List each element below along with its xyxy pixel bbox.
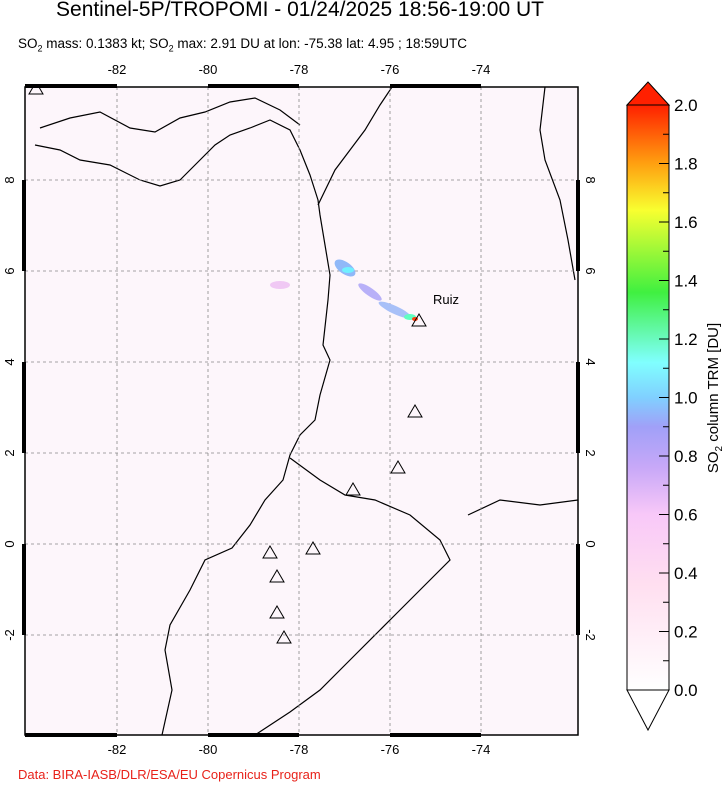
- colorbar-tick-label: 0.8: [674, 447, 698, 466]
- lat-tick: 4: [583, 358, 598, 365]
- colorbar-tick-label: 0.0: [674, 681, 698, 700]
- colorbar-tick-label: 2.0: [674, 96, 698, 115]
- sub-2b: 2: [168, 43, 174, 54]
- so2-plume: [270, 259, 418, 321]
- lon-tick: -80: [199, 742, 218, 757]
- lon-labels-bottom: -82 -80 -78 -76 -74: [108, 742, 491, 757]
- lat-labels-left: 8 6 4 2 0 -2: [2, 176, 17, 640]
- lon-tick: -82: [108, 742, 127, 757]
- lon-tick: -76: [381, 62, 400, 77]
- frame-ticks: [22, 84, 580, 737]
- lon-tick: -78: [290, 742, 309, 757]
- sub-a: SO: [18, 36, 38, 51]
- lat-labels-right: 8 6 4 2 0 -2: [583, 176, 598, 640]
- volcano-icon: [276, 630, 292, 644]
- lon-tick: -78: [290, 62, 309, 77]
- lon-tick: -76: [381, 742, 400, 757]
- lon-labels-top: -82 -80 -78 -76 -74: [108, 62, 491, 77]
- colorbar-max-arrow: [625, 81, 671, 106]
- volcano-icon: [269, 569, 285, 583]
- volcano-icon: [262, 545, 278, 559]
- colorbar-ticks: 0.0 0.2 0.4 0.6 0.8 1.0 1.2 1.4 1.6 1.8 2.0: [659, 96, 698, 700]
- colorbar-tick-label: 0.2: [674, 623, 698, 642]
- lat-tick: 6: [583, 267, 598, 274]
- colorbar-label: SO2 column TRM [DU]: [705, 323, 725, 473]
- lat-tick: 6: [2, 267, 17, 274]
- volcano-icon: [407, 404, 423, 418]
- sub-2: 2: [37, 43, 43, 54]
- cb-label-a: SO: [705, 451, 722, 473]
- colorbar-tick-label: 0.6: [674, 506, 698, 525]
- cb-label-b: column TRM [DU]: [705, 323, 722, 446]
- volcano-label-ruiz: Ruiz: [433, 292, 459, 307]
- lat-tick: 4: [2, 358, 17, 365]
- lat-tick: 8: [583, 176, 598, 183]
- lat-tick: -2: [2, 629, 17, 641]
- colorbar-tick-label: 1.6: [674, 213, 698, 232]
- sub-b: mass: 0.1383 kt; SO: [42, 36, 169, 51]
- lat-tick: 0: [2, 540, 17, 547]
- lat-tick: -2: [583, 629, 598, 641]
- map-title: Sentinel-5P/TROPOMI - 01/24/2025 18:56-1…: [56, 0, 544, 21]
- colorbar-tick-label: 1.8: [674, 155, 698, 174]
- volcano-icon: [269, 605, 285, 619]
- coastlines: [34, 87, 578, 735]
- volcano-icon: [345, 482, 361, 496]
- so2-summary: SO2 mass: 0.1383 kt; SO2 max: 2.91 DU at…: [18, 36, 467, 54]
- lat-tick: 8: [2, 176, 17, 183]
- volcano-icon: [390, 460, 406, 474]
- lat-tick: 2: [2, 449, 17, 456]
- colorbar-tick-label: 1.2: [674, 330, 698, 349]
- colorbar-tick-label: 1.4: [674, 272, 698, 291]
- lon-tick: -74: [472, 62, 491, 77]
- lat-tick: 0: [583, 540, 598, 547]
- volcano-markers: [28, 87, 427, 644]
- map-area: Ruiz: [25, 87, 578, 735]
- lon-tick: -82: [108, 62, 127, 77]
- colorbar-tick-label: 0.4: [674, 564, 698, 583]
- volcano-icon-ruiz: [411, 313, 427, 327]
- lon-tick: -74: [472, 742, 491, 757]
- data-credit: Data: BIRA-IASB/DLR/ESA/EU Copernicus Pr…: [18, 767, 321, 782]
- lat-tick: 2: [583, 449, 598, 456]
- colorbar: 0.0 0.2 0.4 0.6 0.8 1.0 1.2 1.4 1.6 1.8 2.0 SO2 co…: [625, 81, 725, 732]
- colorbar-min-arrow: [626, 689, 670, 732]
- graticule: [25, 87, 578, 735]
- cb-label-sub: 2: [714, 445, 725, 451]
- volcano-icon: [305, 541, 321, 555]
- sub-c: max: 2.91 DU at lon: -75.38 lat: 4.95 ; …: [173, 36, 468, 51]
- colorbar-tick-label: 1.0: [674, 389, 698, 408]
- lon-tick: -80: [199, 62, 218, 77]
